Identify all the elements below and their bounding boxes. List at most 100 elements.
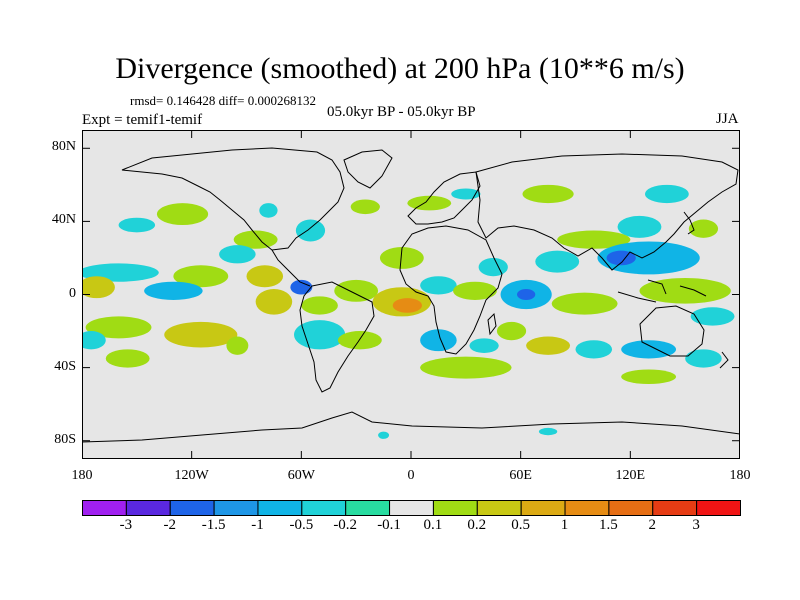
chart-title: Divergence (smoothed) at 200 hPa (10**6 … bbox=[115, 52, 685, 85]
colorbar bbox=[82, 500, 742, 516]
divergence-anomaly bbox=[85, 316, 152, 339]
colorbar-swatch bbox=[125, 500, 171, 516]
divergence-anomaly bbox=[301, 296, 338, 315]
colorbar-swatch bbox=[389, 500, 434, 516]
colorbar-label: -0.1 bbox=[377, 517, 401, 533]
divergence-anomaly bbox=[575, 340, 613, 359]
divergence-anomaly bbox=[105, 349, 150, 368]
y-tick-label: 40N bbox=[51, 212, 76, 228]
divergence-anomaly bbox=[644, 184, 689, 204]
divergence-anomaly bbox=[392, 298, 422, 313]
y-tick-label: 80N bbox=[51, 139, 76, 155]
divergence-anomaly bbox=[453, 281, 497, 300]
colorbar-swatch bbox=[257, 500, 303, 516]
divergence-anomaly bbox=[538, 427, 558, 436]
coastline-central-america bbox=[271, 249, 311, 287]
divergence-anomaly bbox=[350, 199, 380, 215]
colorbar-label: 0.2 bbox=[467, 517, 487, 533]
divergence-anomaly bbox=[295, 219, 326, 242]
divergence-anomaly bbox=[255, 289, 293, 315]
divergence-anomaly bbox=[337, 331, 382, 350]
colorbar-swatch bbox=[82, 500, 127, 516]
colorbar-swatch bbox=[608, 500, 654, 516]
coastline-australia bbox=[639, 305, 705, 357]
colorbar-label: 2 bbox=[648, 517, 657, 533]
y-tick-label: 40S bbox=[54, 358, 76, 374]
divergence-anomaly bbox=[156, 203, 209, 226]
divergence-anomaly bbox=[621, 340, 677, 359]
divergence-anomaly bbox=[379, 246, 424, 269]
divergence-anomaly bbox=[621, 369, 677, 385]
coastline-asia bbox=[475, 153, 739, 271]
colorbar-label: 3 bbox=[692, 517, 700, 533]
colorbar-swatch bbox=[652, 500, 698, 516]
divergence-anomaly bbox=[522, 184, 574, 204]
colorbar-label: 1.5 bbox=[599, 517, 618, 533]
colorbar-swatch bbox=[564, 500, 610, 516]
coastline-japan bbox=[683, 211, 695, 235]
colorbar-swatch bbox=[301, 500, 347, 516]
colorbar-swatch bbox=[476, 500, 522, 516]
coastline-antarctica bbox=[82, 411, 740, 443]
colorbar-label: 1 bbox=[560, 517, 569, 533]
stats-line: rmsd= 0.146428 diff= 0.000268132 bbox=[130, 93, 316, 108]
colorbar-swatch bbox=[432, 500, 478, 516]
colorbar-label: -3 bbox=[119, 517, 133, 533]
divergence-anomaly bbox=[226, 336, 249, 355]
colorbar-swatch bbox=[696, 500, 742, 516]
divergence-anomaly bbox=[535, 250, 580, 273]
divergence-anomaly bbox=[219, 245, 256, 264]
colorbar-label: 0.1 bbox=[423, 517, 443, 533]
x-tick-label: 120E bbox=[615, 468, 646, 483]
divergence-anomaly bbox=[420, 276, 457, 295]
colorbar-label: -1 bbox=[251, 517, 264, 533]
coastline-indonesia bbox=[617, 279, 707, 303]
divergence-anomaly bbox=[334, 279, 379, 302]
x-tick-label: 120W bbox=[174, 468, 209, 483]
divergence-anomaly bbox=[617, 215, 662, 238]
coastline-madagascar bbox=[487, 312, 497, 336]
divergence-anomaly bbox=[233, 230, 278, 249]
coastline-africa bbox=[399, 225, 503, 355]
divergence-anomaly bbox=[551, 292, 618, 315]
divergence-anomaly bbox=[82, 276, 115, 299]
coastline-south-america bbox=[299, 281, 375, 393]
divergence-anomaly bbox=[557, 230, 631, 249]
colorbar-label: -0.2 bbox=[333, 517, 358, 533]
coastline-greenland bbox=[343, 149, 393, 189]
x-tick-label: 60E bbox=[509, 468, 532, 483]
divergence-anomaly bbox=[478, 257, 508, 277]
divergence-anomaly bbox=[690, 307, 735, 326]
x-tick-label: 0 bbox=[407, 468, 415, 483]
divergence-anomaly bbox=[685, 349, 722, 368]
divergence-anomaly bbox=[82, 331, 106, 350]
divergence-anomaly bbox=[420, 356, 512, 379]
divergence-anomaly bbox=[164, 321, 238, 348]
x-tick-label: 60W bbox=[287, 468, 315, 483]
divergence-anomaly bbox=[118, 217, 156, 233]
divergence-anomaly bbox=[517, 289, 536, 300]
divergence-anomaly bbox=[496, 321, 527, 341]
divergence-anomaly bbox=[469, 338, 499, 353]
divergence-anomaly bbox=[597, 241, 700, 275]
divergence-anomaly bbox=[420, 329, 457, 352]
coastline-europe bbox=[407, 171, 481, 225]
divergence-anomaly bbox=[526, 336, 571, 355]
colorbar-label: -2 bbox=[163, 517, 176, 533]
map-plot bbox=[82, 130, 740, 459]
x-tick-label: 180 bbox=[71, 468, 93, 483]
x-tick-label: 180 bbox=[729, 468, 751, 483]
colorbar-swatch bbox=[345, 500, 391, 516]
coastline-north-america bbox=[121, 147, 345, 251]
experiment-label: Expt = temif1-temif bbox=[82, 112, 203, 128]
divergence-anomaly bbox=[246, 265, 284, 288]
period-label: 05.0kyr BP - 05.0kyr BP bbox=[327, 104, 476, 120]
colorbar-swatch bbox=[169, 500, 215, 516]
divergence-anomaly bbox=[173, 265, 229, 288]
coastline-new-zealand bbox=[719, 351, 729, 369]
season-label: JJA bbox=[716, 111, 739, 127]
y-tick-label: 0 bbox=[69, 285, 76, 301]
y-tick-label: 80S bbox=[54, 431, 76, 447]
colorbar-swatch bbox=[213, 500, 259, 516]
divergence-anomaly bbox=[144, 281, 203, 300]
